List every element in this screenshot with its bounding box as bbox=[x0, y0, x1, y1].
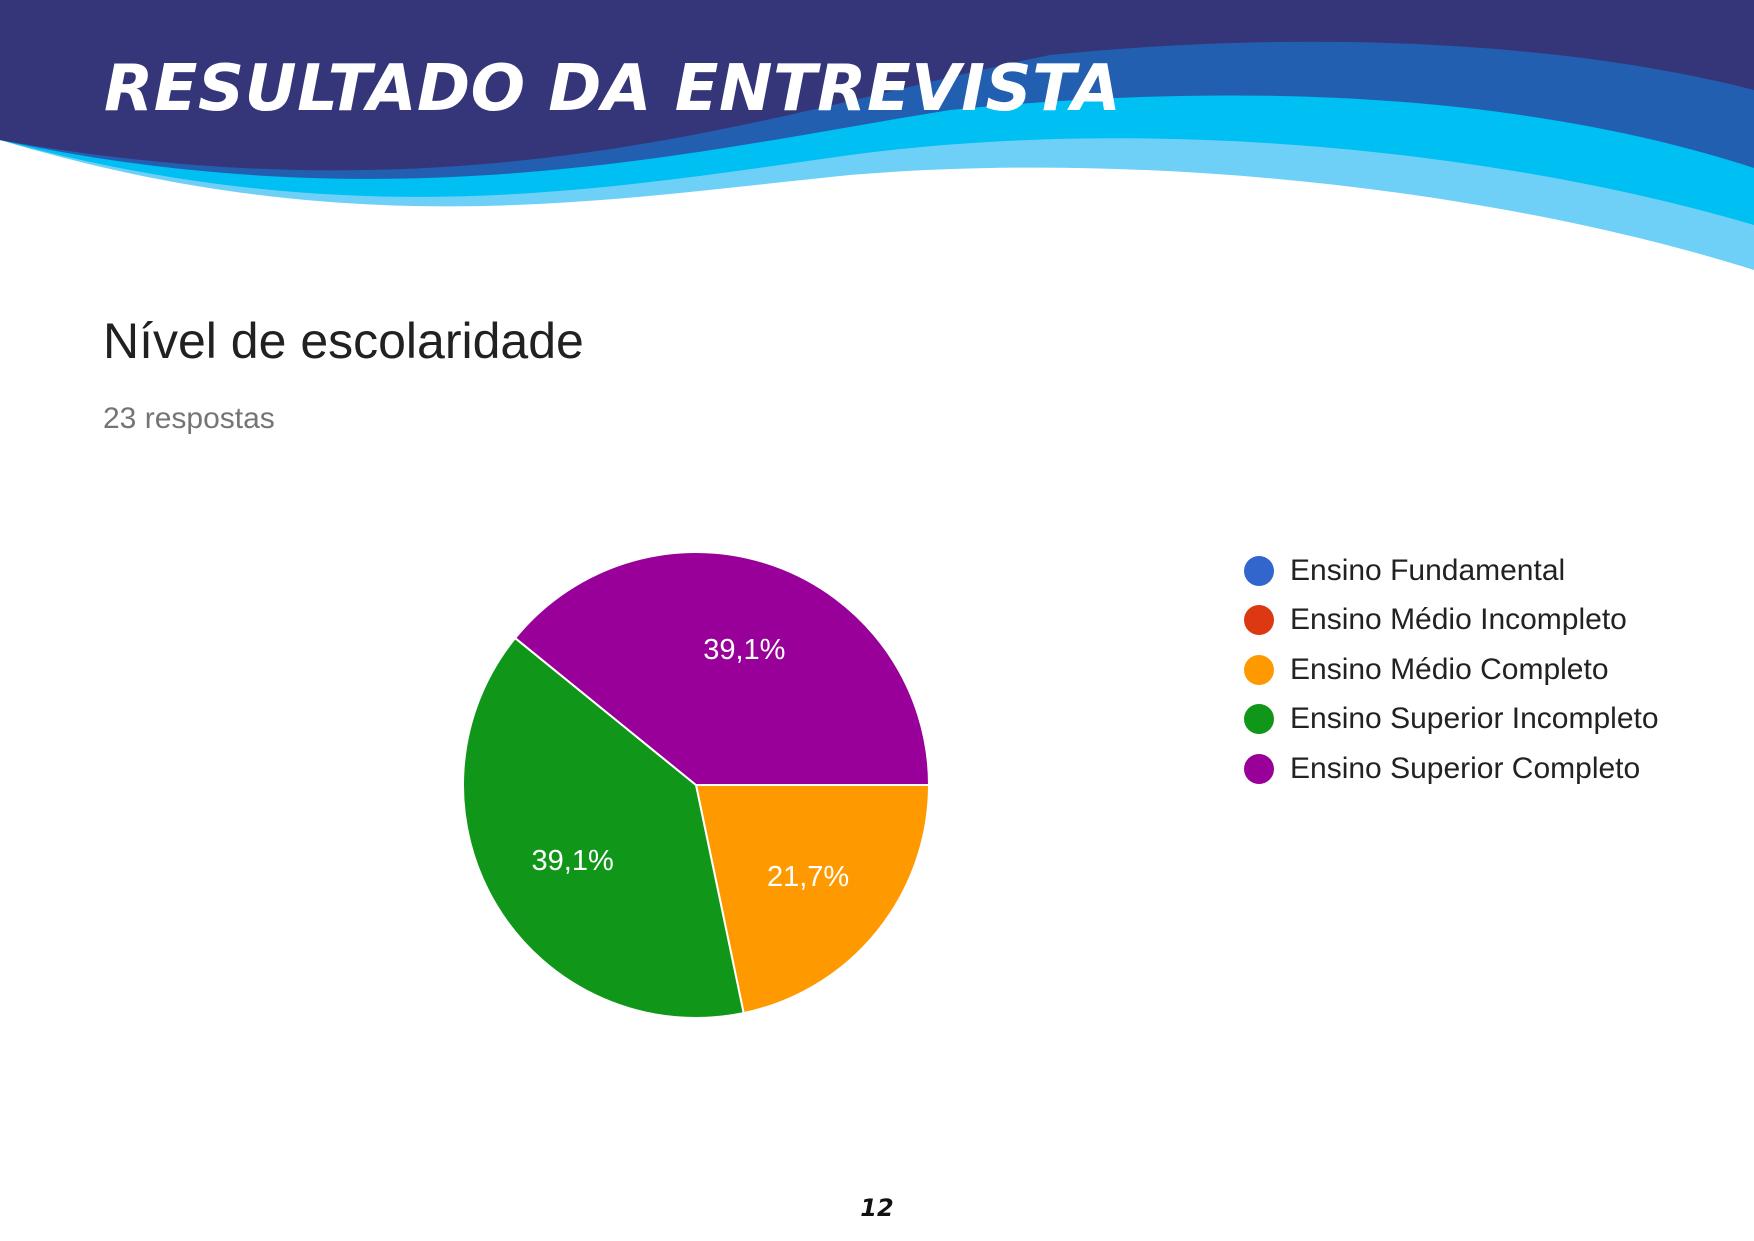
chart-title: Nível de escolaridade bbox=[103, 313, 584, 369]
response-count: 23 respostas bbox=[103, 402, 275, 435]
legend-swatch bbox=[1244, 605, 1274, 636]
legend-swatch bbox=[1244, 555, 1274, 586]
page-title: RESULTADO DA ENTREVISTA bbox=[104, 52, 1122, 126]
pie-slice-ensino-superior-incompleto bbox=[462, 636, 745, 1019]
legend-label: Ensino Superior Incompleto bbox=[1290, 702, 1659, 736]
legend-item-ensino-medio-incompleto: Ensino Médio Incompleto bbox=[1244, 596, 1659, 646]
header-wave-banner bbox=[0, 0, 1754, 270]
pie-data-label: 21,7% bbox=[767, 861, 849, 893]
legend-item-ensino-superior-incompleto: Ensino Superior Incompleto bbox=[1244, 695, 1659, 745]
legend-item-ensino-superior-completo: Ensino Superior Completo bbox=[1244, 744, 1659, 794]
pie-data-label: 39,1% bbox=[703, 634, 785, 666]
legend-swatch bbox=[1244, 654, 1274, 685]
legend-label: Ensino Médio Completo bbox=[1290, 652, 1609, 686]
page-number: 12 bbox=[860, 1194, 894, 1222]
wave-navy bbox=[0, 0, 1754, 171]
legend-item-ensino-medio-completo: Ensino Médio Completo bbox=[1244, 645, 1659, 695]
legend-label: Ensino Superior Completo bbox=[1290, 751, 1641, 785]
legend-swatch bbox=[1244, 704, 1274, 735]
pie-data-label: 39,1% bbox=[532, 845, 614, 877]
legend-swatch bbox=[1244, 753, 1274, 784]
chart-legend: Ensino Fundamental Ensino Médio Incomplet… bbox=[1244, 546, 1659, 794]
legend-label: Ensino Médio Incompleto bbox=[1290, 603, 1627, 637]
legend-item-ensino-fundamental: Ensino Fundamental bbox=[1244, 546, 1659, 596]
legend-label: Ensino Fundamental bbox=[1290, 553, 1566, 587]
pie-slice-ensino-superior-completo bbox=[513, 551, 931, 786]
pie-slice-ensino-medio-completo bbox=[694, 784, 931, 1015]
